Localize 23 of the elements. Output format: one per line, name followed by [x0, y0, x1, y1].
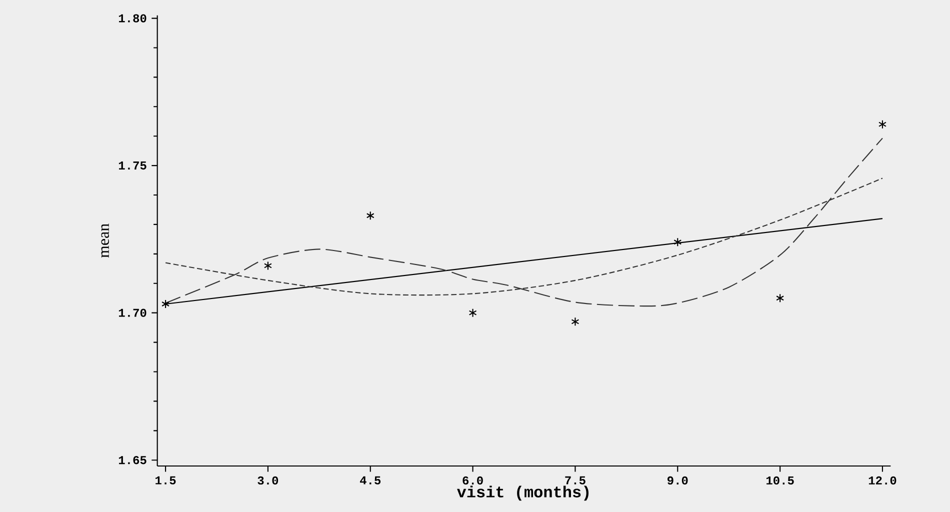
point: [366, 211, 374, 220]
line-series: [164, 138, 884, 307]
point: [878, 120, 886, 129]
point: [674, 238, 682, 247]
x-tick-label: 3.0: [258, 476, 278, 485]
point: [264, 261, 272, 270]
y-tick-label: 1.75: [118, 162, 146, 170]
point: [776, 294, 784, 303]
x-tick-label: 4.5: [360, 476, 381, 484]
point: [162, 299, 170, 309]
x-axis-title: visit (months): [457, 486, 589, 501]
y-axis-title: mean: [101, 224, 109, 258]
x-tick-label: 7.5: [565, 476, 586, 484]
y-tick-label: 1.65: [118, 456, 146, 464]
y-tick-label: 1.70: [118, 308, 146, 317]
point: [468, 308, 477, 318]
point: [571, 317, 580, 326]
y-tick-label: 1.80: [118, 14, 146, 22]
x-tick-label: 6.0: [462, 476, 483, 485]
x-tick-label: 12.0: [868, 476, 896, 485]
x-tick-label: 1.5: [156, 476, 176, 484]
x-tick-label: 9.0: [668, 476, 688, 485]
x-tick-label: 10.5: [766, 476, 794, 485]
